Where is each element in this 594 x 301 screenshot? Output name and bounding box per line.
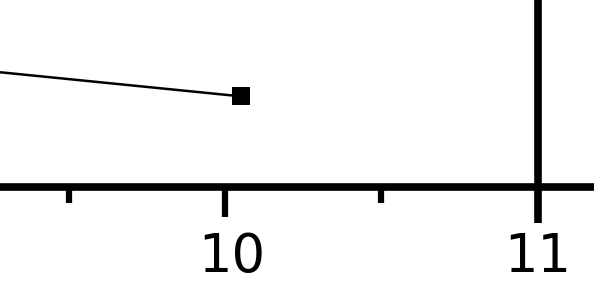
- Text: 10: 10: [198, 231, 265, 283]
- Text: 11: 11: [504, 231, 571, 283]
